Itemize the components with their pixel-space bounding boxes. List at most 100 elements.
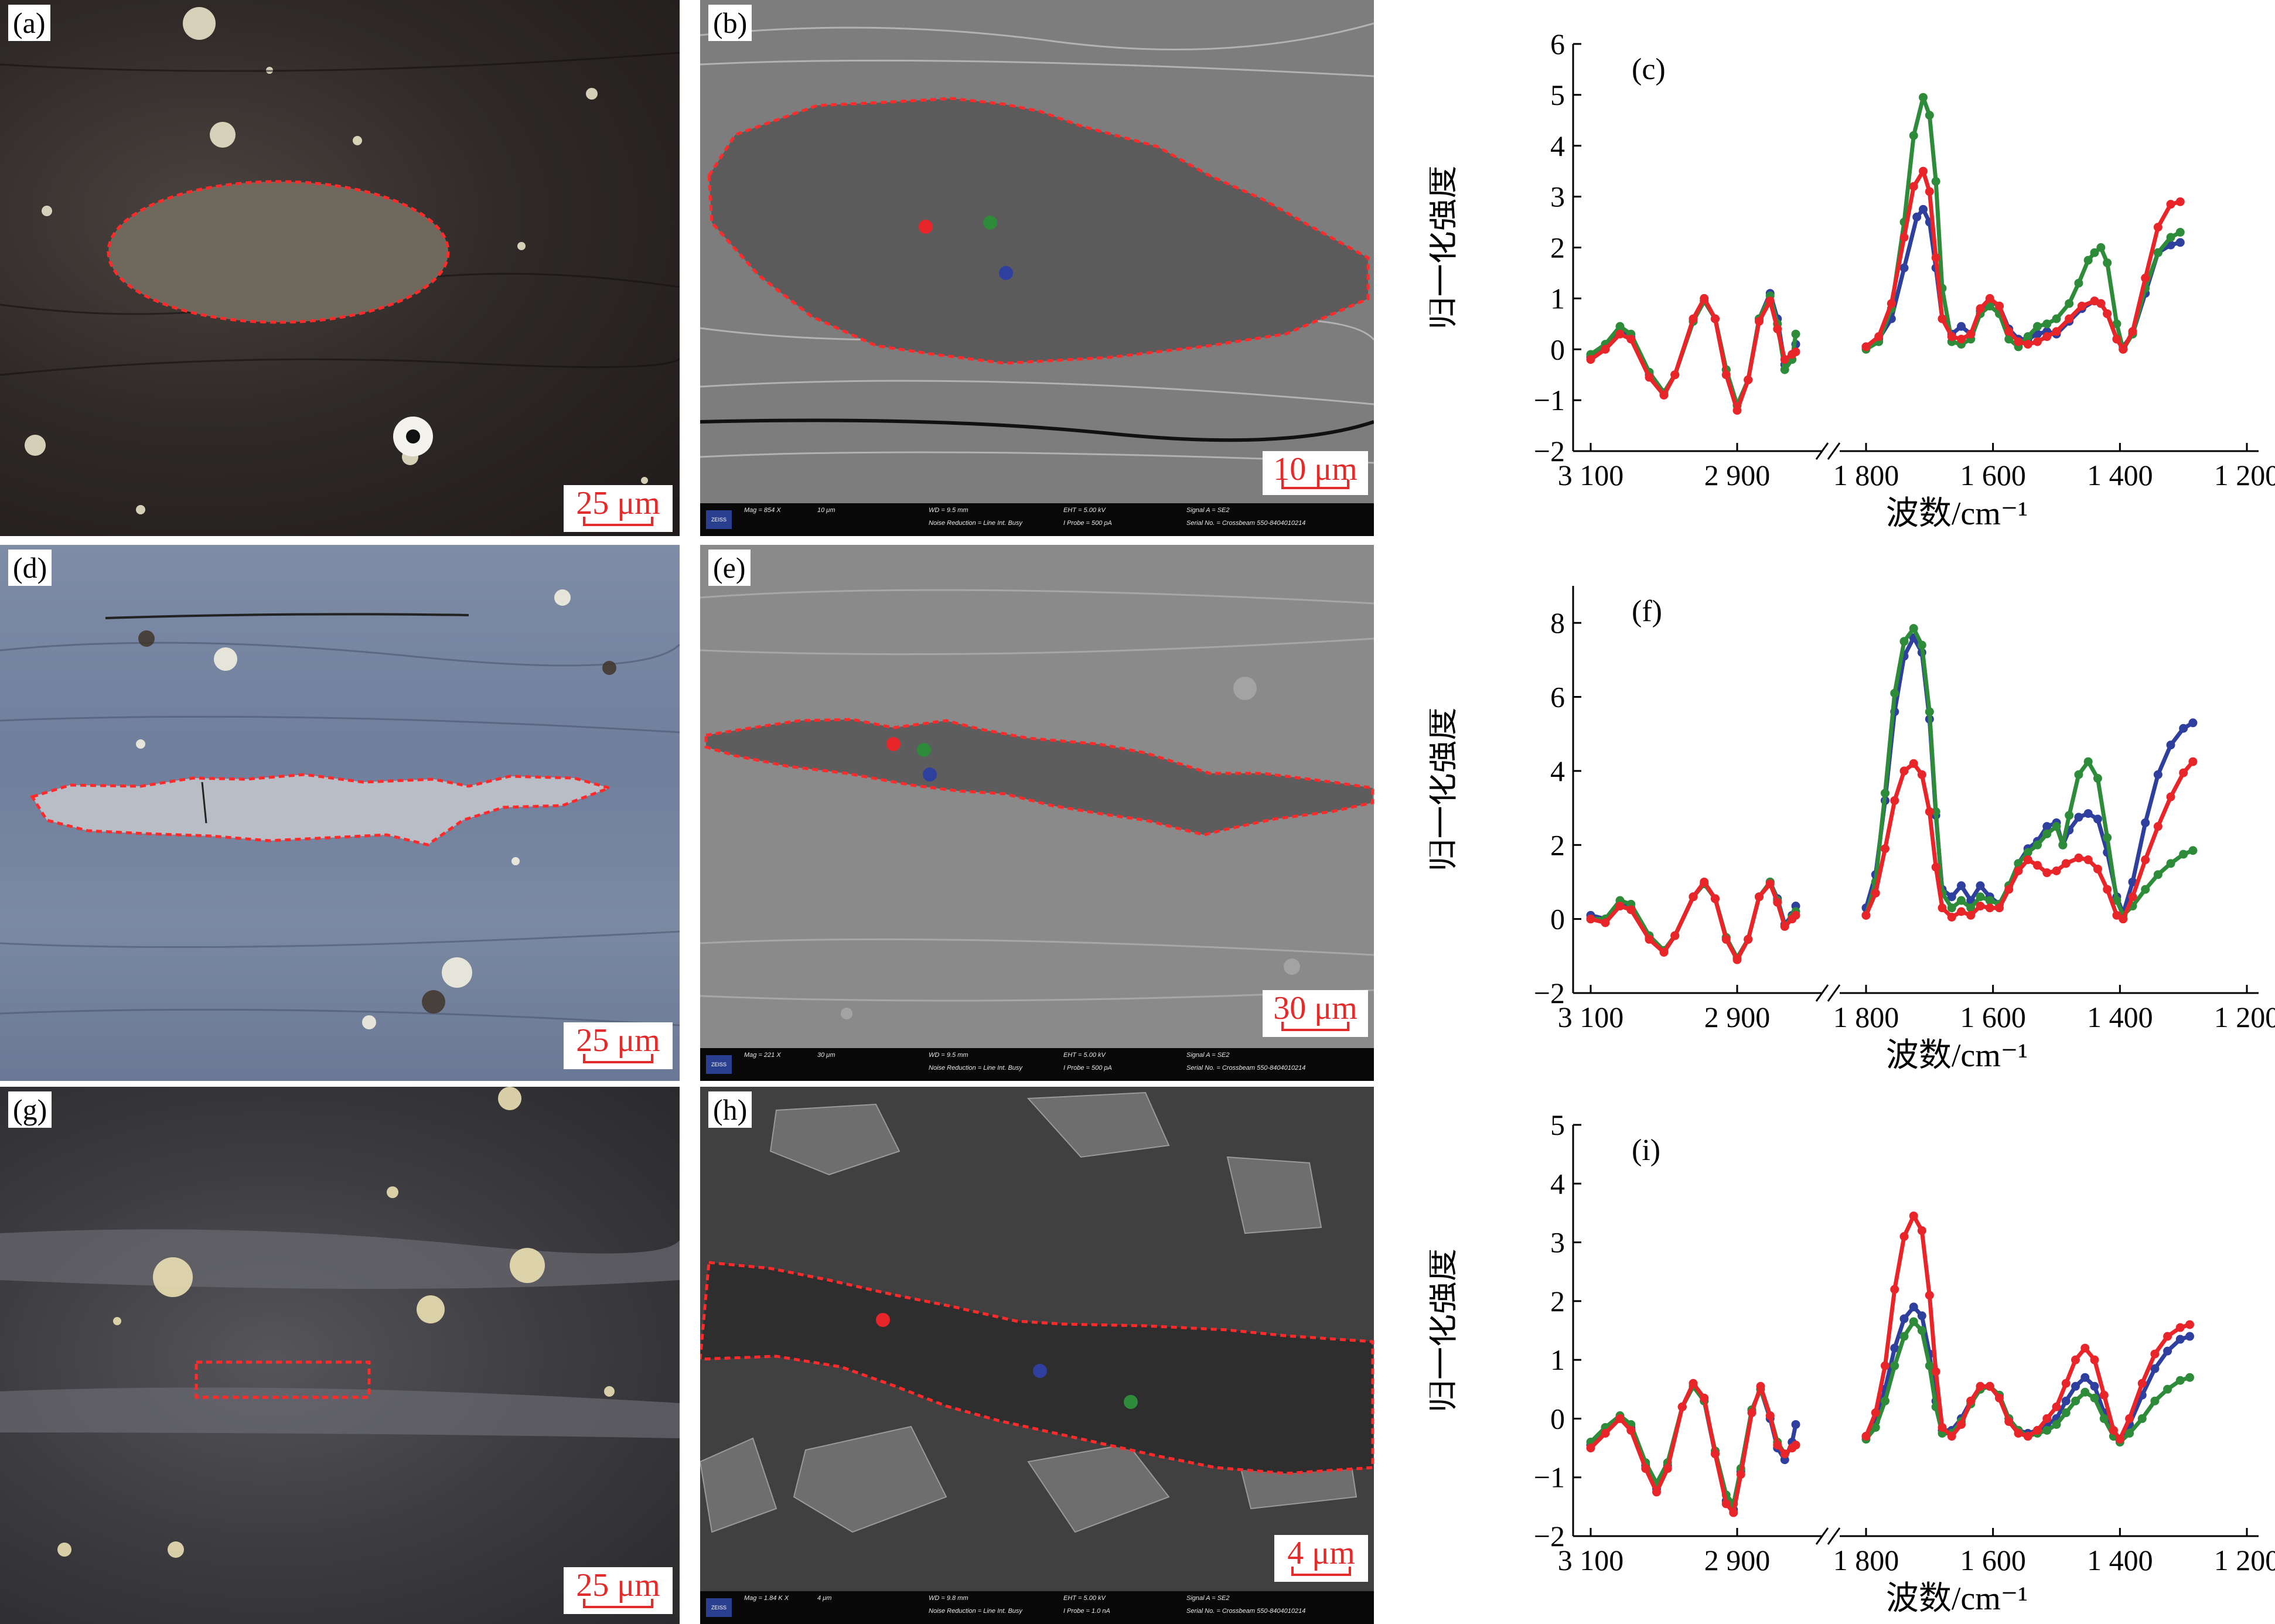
y-tick-label: 2 — [1550, 1285, 1565, 1318]
series-point-green — [2058, 840, 2068, 849]
sem-bar-e: 30 μm — [817, 1052, 835, 1059]
series-point-green — [1909, 131, 1918, 140]
series-point-red — [1744, 375, 1753, 384]
x-tick-label: 2 900 — [1704, 1001, 1771, 1033]
series-point-red — [2090, 1355, 2099, 1364]
series-point-green — [2080, 1387, 2090, 1397]
series-point-blue — [1890, 1343, 1899, 1353]
series-point-red — [1732, 955, 1742, 964]
series-point-red — [2128, 892, 2137, 902]
series-point-green — [2141, 885, 2150, 894]
series-point-green — [1899, 637, 1909, 646]
series-point-red — [1791, 347, 1800, 357]
series-point-green — [2042, 319, 2052, 329]
y-tick-label: 4 — [1550, 755, 1565, 787]
y-axis-label: 归一化强度 — [1430, 166, 1461, 330]
outline-a — [107, 180, 450, 324]
sem-info-strip-e: ZEISS Mag = 221 X 30 μm WD = 9.5 mm Nois… — [700, 1048, 1374, 1081]
series-point-blue — [2141, 818, 2150, 827]
micrograph-h-texture — [700, 1091, 1374, 1533]
series-point-red — [2153, 223, 2163, 232]
series-point-red — [1689, 1379, 1698, 1388]
sem-wd-e: WD = 9.5 mm — [929, 1052, 968, 1059]
series-point-red — [2103, 885, 2112, 894]
series-point-red — [1874, 332, 1884, 342]
series-point-red — [1881, 1361, 1889, 1370]
series-point-red — [1890, 1285, 1899, 1294]
sem-probe-b: I Probe = 500 pA — [1063, 520, 1112, 527]
series-point-blue — [2080, 1373, 2090, 1382]
sem-eht-h: EHT = 5.00 kV — [1063, 1595, 1106, 1602]
series-point-red — [2119, 344, 2128, 354]
series-point-blue — [2175, 238, 2185, 247]
series-point-red — [1711, 1449, 1720, 1459]
x-tick-label: 3 100 — [1558, 459, 1624, 492]
series-point-green — [2163, 1384, 2172, 1394]
x-tick-label: 1 800 — [1833, 1001, 1899, 1033]
scale-text-e: 30 μm — [1273, 990, 1358, 1026]
series-point-blue — [2166, 741, 2175, 750]
series-point-red — [1931, 862, 1940, 872]
series-point-green — [1985, 896, 1994, 905]
series-point-green — [2042, 829, 2052, 838]
series-point-blue — [2150, 1364, 2160, 1373]
spectrum-chart-i: −2 −1 0 1 2 3 4 5 3 100 2 900 1 800 1 600 1 400 1 200… — [1430, 1108, 2275, 1617]
series-line-red-right — [1864, 760, 2195, 922]
axis-break-mark — [1827, 984, 1841, 1002]
series-point-red — [1773, 1441, 1782, 1450]
series-point-red — [1615, 902, 1625, 911]
scale-label-h: 4 μm — [1274, 1535, 1368, 1582]
sem-bar-h: 4 μm — [817, 1595, 832, 1602]
series-point-red — [1966, 329, 1976, 339]
series-point-blue — [1957, 881, 1966, 891]
series-point-red — [1985, 903, 1994, 913]
series-point-red — [1899, 1232, 1909, 1241]
series-point-green — [2185, 1373, 2194, 1382]
y-tick-label: 2 — [1550, 828, 1565, 861]
sem-wd-h: WD = 9.8 mm — [929, 1595, 968, 1602]
series-point-red — [1626, 335, 1636, 344]
micrograph-a: (a) 25 μm — [0, 0, 680, 536]
series-point-red — [2061, 1379, 2071, 1388]
series-point-green — [1931, 807, 1940, 816]
point-red-h — [876, 1313, 890, 1327]
series-line-red-left — [1589, 1381, 1798, 1515]
sem-wd-b: WD = 9.5 mm — [929, 507, 968, 514]
x-tick-label: 1 600 — [1960, 1001, 2026, 1033]
series-point-red — [1861, 910, 1871, 920]
y-tick-label: 0 — [1550, 333, 1565, 366]
series-point-red — [1925, 807, 1934, 816]
series-point-red — [1909, 182, 1918, 191]
series-point-green — [1985, 301, 1994, 311]
scale-bar-d — [583, 1054, 653, 1063]
x-tick-label: 1 200 — [2214, 1544, 2275, 1577]
series-point-red — [1755, 316, 1764, 326]
series-point-red — [2014, 337, 2023, 346]
series-point-red — [1659, 390, 1669, 400]
series-point-red — [1909, 1211, 1918, 1220]
series-point-red — [2042, 1414, 2052, 1423]
series-point-red — [1985, 294, 1994, 303]
series-point-green — [2153, 870, 2163, 879]
series-point-green — [2083, 757, 2093, 766]
series-point-red — [1931, 1367, 1940, 1376]
micrograph-g: (g) 25 μm — [0, 1087, 680, 1624]
series-point-red — [1780, 922, 1789, 931]
series-point-green — [2004, 335, 2014, 344]
series-point-red — [1626, 1425, 1636, 1435]
scale-bar-e — [1281, 1022, 1349, 1031]
sem-noise-b: Noise Reduction = Line Int. Busy — [929, 520, 1022, 527]
scale-label-d: 25 μm — [564, 1022, 673, 1069]
series-point-red — [2014, 1429, 2023, 1438]
axis-break-mark — [1815, 984, 1829, 1002]
series-point-green — [1966, 903, 1976, 913]
series-line-red-right — [1864, 1213, 2191, 1441]
series-point-red — [1729, 1508, 1738, 1517]
sem-noise-e: Noise Reduction = Line Int. Busy — [929, 1065, 1022, 1072]
micrograph-e: (e) 30 μm ZEISS Mag = 221 X 30 μm WD = 9… — [700, 545, 1374, 1081]
series-point-red — [2166, 200, 2175, 209]
series-point-red — [1652, 1487, 1661, 1497]
series-point-green — [1925, 111, 1934, 120]
series-point-green — [1881, 1396, 1889, 1405]
series-point-red — [1861, 342, 1871, 352]
